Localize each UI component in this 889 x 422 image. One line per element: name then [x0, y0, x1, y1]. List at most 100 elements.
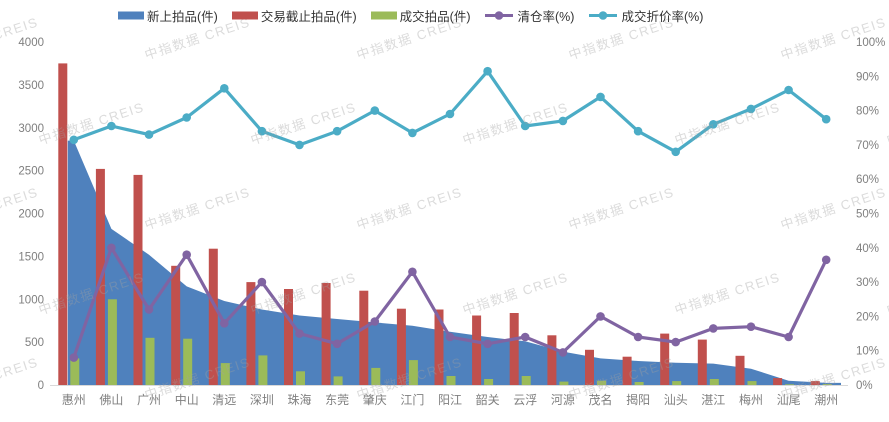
- legend-item-成交拍品(件)[interactable]: 成交拍品(件): [370, 6, 471, 25]
- x-axis-label-汕头: 汕头: [664, 393, 688, 407]
- right-axis-tick: 20%: [856, 311, 879, 323]
- bar-成交拍品(件)-惠州: [70, 358, 80, 385]
- bar-legend-marker-icon: [231, 10, 258, 21]
- legend-label: 成交拍品(件): [399, 10, 471, 24]
- x-axis-label-广州: 广州: [137, 393, 161, 407]
- legend-label: 成交折价率(%): [621, 10, 704, 24]
- point-清仓率(%)-汕尾: [784, 332, 793, 342]
- point-清仓率(%)-珠海: [295, 329, 304, 338]
- point-清仓率(%)-东莞: [332, 339, 342, 349]
- bar-交易截止拍品(件)-广州: [133, 174, 143, 385]
- left-axis-tick: 3000: [18, 123, 44, 135]
- point-成交折价率(%)-阳江: [445, 109, 455, 119]
- bar-成交拍品(件)-茂名: [597, 380, 606, 385]
- point-清仓率(%)-梅州: [746, 322, 756, 332]
- bar-交易截止拍品(件)-肇庆: [359, 290, 369, 385]
- point-成交折价率(%)-肇庆: [370, 106, 380, 115]
- x-axis-label-韶关: 韶关: [476, 392, 500, 407]
- left-axis-tick: 3500: [18, 80, 44, 92]
- right-axis-tick: 100%: [856, 37, 885, 49]
- bar-交易截止拍品(件)-深圳: [246, 282, 256, 385]
- left-axis-tick: 2500: [18, 166, 44, 178]
- point-成交折价率(%)-清远: [220, 84, 229, 93]
- point-清仓率(%)-云浮: [520, 332, 530, 342]
- left-axis-tick: 500: [25, 337, 44, 349]
- point-成交折价率(%)-惠州: [69, 135, 79, 145]
- bar-成交拍品(件)-揭阳: [634, 382, 644, 385]
- bar-成交拍品(件)-汕尾: [785, 384, 795, 385]
- legend-item-清仓率(%)[interactable]: 清仓率(%): [484, 6, 574, 25]
- bar-成交拍品(件)-江门: [408, 360, 418, 385]
- line-legend-marker-icon: [588, 10, 618, 21]
- line-legend-marker-icon: [484, 10, 514, 21]
- left-axis-tick: 1500: [18, 251, 44, 263]
- point-成交折价率(%)-东莞: [332, 126, 342, 136]
- point-清仓率(%)-河源: [558, 348, 568, 357]
- x-axis-label-云浮: 云浮: [513, 393, 537, 407]
- point-成交折价率(%)-珠海: [295, 140, 304, 150]
- bar-成交拍品(件)-湛江: [709, 379, 719, 385]
- bar-成交拍品(件)-梅州: [747, 381, 757, 385]
- x-axis-label-潮州: 潮州: [814, 392, 838, 407]
- bar-成交拍品(件)-珠海: [296, 371, 305, 385]
- right-axis-tick: 90%: [856, 71, 879, 83]
- left-axis-tick: 4000: [18, 37, 44, 49]
- bar-成交拍品(件)-深圳: [258, 355, 268, 385]
- point-成交折价率(%)-韶关: [483, 66, 492, 76]
- bar-成交拍品(件)-广州: [145, 337, 155, 385]
- point-成交折价率(%)-云浮: [520, 121, 530, 131]
- legend-item-成交折价率(%)[interactable]: 成交折价率(%): [588, 6, 703, 25]
- bar-交易截止拍品(件)-阳江: [434, 309, 444, 385]
- point-成交折价率(%)-潮州: [821, 114, 831, 124]
- legend-label: 新上拍品(件): [147, 10, 218, 24]
- bar-交易截止拍品(件)-汕尾: [773, 378, 783, 385]
- x-axis-label-梅州: 梅州: [739, 392, 763, 407]
- x-axis-label-惠州: 惠州: [62, 393, 86, 407]
- right-axis-tick: 60%: [856, 174, 879, 186]
- right-axis-tick: 80%: [856, 106, 879, 118]
- bar-legend-marker-icon: [370, 10, 397, 21]
- right-axis-tick: 70%: [856, 140, 879, 152]
- left-axis-tick: 0: [38, 380, 44, 392]
- bar-成交拍品(件)-佛山: [107, 299, 117, 386]
- x-axis-label-东莞: 东莞: [325, 393, 349, 407]
- point-成交折价率(%)-广州: [144, 130, 154, 139]
- bar-成交拍品(件)-韶关: [484, 379, 494, 385]
- x-axis-label-揭阳: 揭阳: [626, 392, 650, 407]
- bar-成交拍品(件)-潮州: [822, 384, 832, 385]
- point-成交折价率(%)-茂名: [596, 92, 605, 102]
- bar-成交拍品(件)-河源: [559, 381, 569, 385]
- point-成交折价率(%)-佛山: [107, 121, 116, 131]
- legend-item-新上拍品(件)[interactable]: 新上拍品(件): [118, 6, 218, 25]
- legend-label: 交易截止拍品(件): [260, 10, 357, 24]
- point-清仓率(%)-江门: [408, 267, 417, 277]
- x-axis-label-珠海: 珠海: [287, 392, 311, 407]
- point-成交折价率(%)-江门: [408, 128, 417, 138]
- bar-交易截止拍品(件)-云浮: [509, 313, 519, 385]
- bar-交易截止拍品(件)-东莞: [321, 283, 331, 385]
- left-axis-tick: 2000: [18, 209, 44, 221]
- right-axis-tick: 50%: [856, 209, 879, 221]
- bar-交易截止拍品(件)-中山: [171, 265, 181, 385]
- point-清仓率(%)-茂名: [596, 312, 605, 321]
- x-axis-label-江门: 江门: [400, 392, 424, 407]
- point-成交折价率(%)-梅州: [746, 104, 756, 114]
- bar-交易截止拍品(件)-汕头: [660, 333, 670, 385]
- x-axis-label-河源: 河源: [551, 393, 575, 407]
- point-清仓率(%)-韶关: [483, 339, 492, 349]
- point-成交折价率(%)-河源: [558, 116, 568, 126]
- bar-交易截止拍品(件)-揭阳: [622, 356, 632, 385]
- bar-成交拍品(件)-阳江: [446, 376, 456, 385]
- bar-交易截止拍品(件)-韶关: [472, 315, 482, 385]
- point-清仓率(%)-肇庆: [370, 317, 380, 326]
- right-axis-tick: 30%: [856, 277, 879, 289]
- x-axis-label-深圳: 深圳: [250, 393, 274, 407]
- chart-legend: 新上拍品(件) 交易截止拍品(件) 成交拍品(件) 清仓率(%) 成交折价率(%): [118, 6, 703, 25]
- point-清仓率(%)-汕头: [671, 337, 680, 347]
- point-成交折价率(%)-湛江: [709, 120, 718, 129]
- x-axis-label-茂名: 茂名: [588, 392, 612, 407]
- legend-item-交易截止拍品(件)[interactable]: 交易截止拍品(件): [231, 6, 357, 25]
- bar-交易截止拍品(件)-珠海: [284, 289, 293, 385]
- right-axis-tick: 40%: [856, 243, 879, 255]
